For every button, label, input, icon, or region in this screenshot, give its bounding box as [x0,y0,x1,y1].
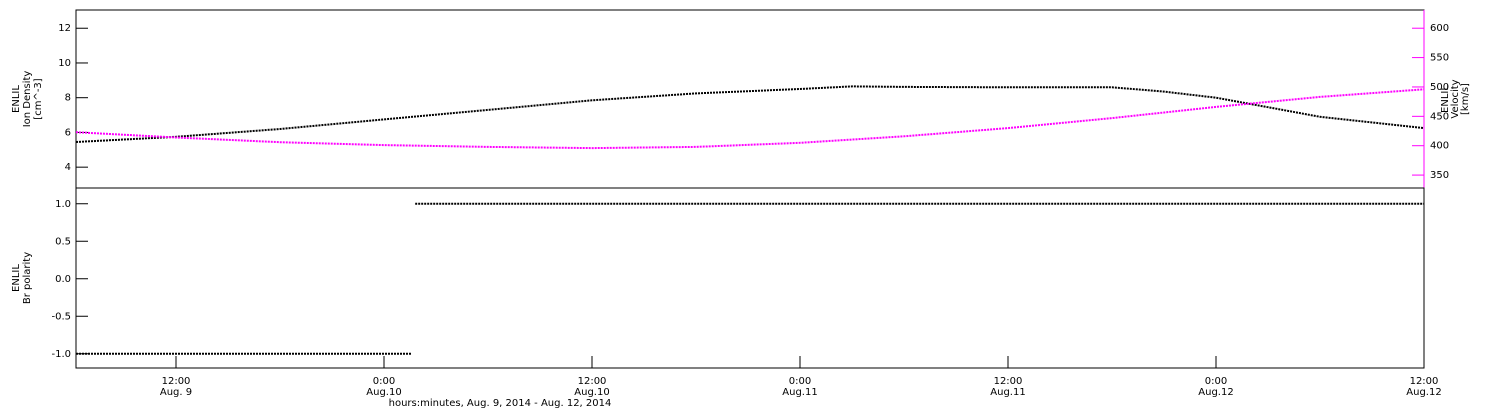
y2-tick-label: 400 [1430,141,1449,152]
y-tick-label: 1.0 [55,199,71,210]
x-tick-label: 0:00 [1205,376,1227,387]
y2-axis-label: Velocity [1450,79,1461,118]
y2-tick-label: 350 [1430,170,1449,181]
y2-tick-label: 550 [1430,53,1449,64]
x-tick-label: 12:00 [1410,376,1439,387]
x-tick-date: Aug. 9 [160,387,192,398]
y-tick-label: 10 [58,58,71,69]
plot-frame [75,9,1425,189]
series-line [75,85,1425,143]
y-tick-label: 12 [58,23,71,34]
y2-axis-label: ENLIL [1440,85,1451,113]
x-tick-date: Aug.10 [574,387,609,398]
x-tick-label: 12:00 [578,376,607,387]
x-tick-date: Aug.12 [1198,387,1233,398]
y2-tick-label: 600 [1430,23,1449,34]
plot-frame [75,187,1425,369]
y-tick-label: 0.5 [55,236,71,247]
y2-tick-label: 500 [1430,82,1449,93]
y-axis-label: ENLIL [11,264,22,292]
y-tick-label: 6 [65,127,71,138]
x-tick-label: 12:00 [162,376,191,387]
x-tick-label: 0:00 [789,376,811,387]
y2-axis-label: [km/s] [1460,83,1471,115]
x-tick-label: 0:00 [373,376,395,387]
x-tick-date: Aug.11 [782,387,817,398]
y-axis-label: Ion Density [22,71,33,128]
x-tick-date: Aug.11 [990,387,1025,398]
y-axis-label: ENLIL [11,85,22,113]
y2-tick-label: 450 [1430,111,1449,122]
y-tick-label: -1.0 [51,349,71,360]
y-tick-label: 8 [65,93,71,104]
y-tick-label: 0.0 [55,274,71,285]
x-axis-label: hours:minutes, Aug. 9, 2014 - Aug. 12, 2… [389,398,612,409]
y-axis-label: Br polarity [22,252,33,304]
x-tick-date: Aug.12 [1406,387,1441,398]
y-tick-label: -0.5 [51,311,71,322]
y-tick-label: 4 [65,162,71,173]
y-axis-label: [cm^-3] [33,78,44,119]
x-tick-date: Aug.10 [366,387,401,398]
series-line [76,202,1424,355]
series-line [75,88,1425,150]
x-tick-label: 12:00 [994,376,1023,387]
